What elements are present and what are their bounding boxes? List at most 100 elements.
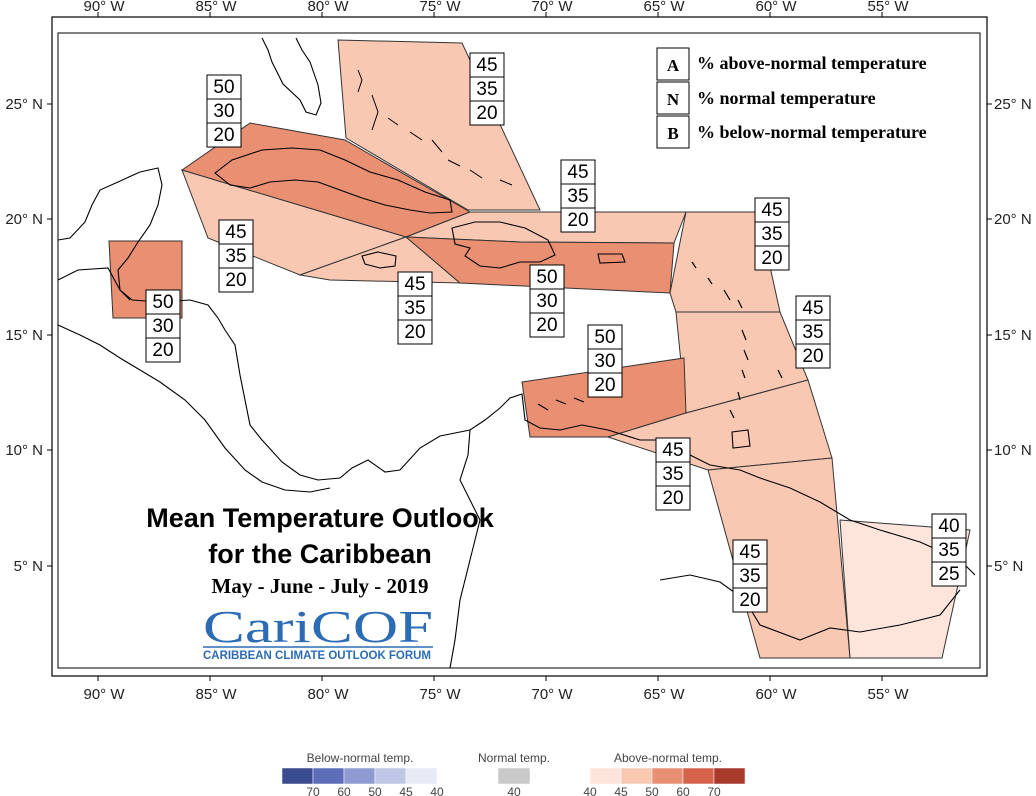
lat-label: 5° N: [14, 558, 43, 575]
probability-cell: [529, 312, 565, 338]
probability-value: 45: [567, 162, 588, 183]
probability-value: 20: [739, 590, 760, 611]
island-puerto-rico: [597, 253, 626, 264]
probability-cell: [469, 100, 505, 126]
probability-value: 20: [213, 125, 234, 146]
scale-swatch-below: [312, 767, 345, 785]
probability-cell: [931, 537, 967, 563]
probability-cell: [931, 561, 967, 587]
probability-value: 35: [404, 298, 425, 319]
legend-box-b: [656, 115, 690, 149]
probability-value: 35: [739, 566, 760, 587]
probability-value: 35: [802, 322, 823, 343]
probability-cell: [732, 539, 768, 565]
legend-letter: A: [667, 56, 680, 75]
map-period: May - June - July - 2019: [212, 574, 429, 598]
lon-label: 75° W: [419, 686, 461, 703]
probability-cell: [655, 485, 691, 511]
probability-value: 20: [225, 270, 246, 291]
probability-value: 35: [761, 224, 782, 245]
lat-label: 10° N: [5, 442, 43, 459]
probability-value: 50: [536, 267, 557, 288]
color-scale: Below-normal temp. Normal temp. Above-no…: [281, 751, 746, 796]
probability-value: 30: [213, 101, 234, 122]
probability-box-hispaniola-pr: 50 30 20: [529, 264, 565, 338]
probability-cell: [655, 437, 691, 463]
lon-label: 80° W: [307, 0, 349, 15]
lon-label: 65° W: [643, 0, 685, 15]
lat-label: 20° N: [5, 211, 43, 228]
legend-box-n: [656, 81, 690, 115]
lat-label: 25° N: [5, 96, 43, 113]
coast-south-america: [399, 393, 976, 576]
lon-label: 85° W: [195, 686, 237, 703]
coast-yucatan: [57, 167, 163, 271]
scale-tick-normal: 40: [507, 785, 521, 796]
probability-boxes: 45 35 20 50 30 20 45 35 20 45 35 20 50 30 20 45 35 20 50 30…: [145, 52, 967, 613]
probability-cell: [560, 183, 596, 209]
scale-tick-above: 40: [583, 785, 597, 796]
probability-value: 25: [938, 564, 959, 585]
island-hispaniola: [451, 221, 556, 269]
coast-pacific: [57, 324, 331, 493]
scale-swatch-above: [620, 767, 653, 785]
scale-swatch-above: [682, 767, 715, 785]
probability-box-turks-caicos: 45 35 20: [560, 159, 596, 233]
probability-value: 45: [739, 542, 760, 563]
probability-cell: [931, 513, 967, 539]
scale-swatch-above: [713, 767, 746, 785]
probability-cell: [397, 319, 433, 345]
lon-label: 85° W: [195, 0, 237, 15]
probability-cell: [560, 159, 596, 185]
scale-swatch-normal: [497, 767, 531, 785]
probability-value: 50: [594, 327, 615, 348]
lon-label: 70° W: [531, 0, 573, 15]
scale-tick-above: 50: [645, 785, 659, 796]
probability-box-cuba: 50 30 20: [206, 74, 242, 148]
probability-value: 20: [404, 322, 425, 343]
caricof-logo: CariCOF CARIBBEAN CLIMATE OUTLOOK FORUM: [203, 601, 433, 662]
probability-value: 45: [225, 222, 246, 243]
probability-value: 50: [152, 292, 173, 313]
scale-tick-above: 60: [676, 785, 690, 796]
scale-label-normal: Normal temp.: [478, 751, 550, 765]
probability-cell: [529, 264, 565, 290]
lon-label: 60° W: [755, 686, 797, 703]
logo-wordmark: CariCOF: [203, 601, 433, 652]
map-title-line2: for the Caribbean: [208, 539, 432, 569]
probability-cell: [145, 313, 181, 339]
probability-value: 20: [476, 103, 497, 124]
lat-label: 5° N: [994, 558, 1023, 575]
probability-value: 45: [476, 55, 497, 76]
latitude-labels-left: 25° N 20° N 15° N 10° N 5° N: [5, 96, 43, 575]
probability-box-jamaica-south: 45 35 20: [397, 271, 433, 345]
scale-swatch-above: [589, 767, 622, 785]
coast-colombia-west: [449, 429, 481, 669]
lon-label: 55° W: [867, 0, 909, 15]
probability-cell: [795, 295, 831, 321]
probability-value: 30: [536, 291, 557, 312]
probability-cell: [218, 243, 254, 269]
coastlines: [57, 37, 976, 669]
legend-text: % below-normal temperature: [697, 122, 927, 142]
scale-tick-below: 50: [368, 785, 382, 796]
scale-tick-below: 45: [399, 785, 413, 796]
latitude-labels-right: 25° N 20° N 15° N 10° N 5° N: [994, 96, 1032, 575]
title-block: Mean Temperature Outlook for the Caribbe…: [146, 503, 495, 598]
probability-cell: [754, 197, 790, 223]
coast-belize: [117, 269, 131, 301]
lon-label: 60° W: [755, 0, 797, 15]
probability-cell: [732, 563, 768, 589]
probability-cell: [560, 207, 596, 233]
island-jamaica: [361, 251, 397, 269]
probability-value: 45: [761, 200, 782, 221]
island-cuba: [214, 147, 453, 214]
probability-cell: [754, 221, 790, 247]
probability-value: 20: [594, 375, 615, 396]
logo-subtitle: CARIBBEAN CLIMATE OUTLOOK FORUM: [203, 650, 431, 662]
lat-label: 10° N: [994, 442, 1032, 459]
probability-cell: [587, 372, 623, 398]
scale-tick-above: 70: [707, 785, 721, 796]
longitude-labels-top: 90° W 85° W 80° W 75° W 70° W 65° W 60° …: [83, 0, 909, 15]
